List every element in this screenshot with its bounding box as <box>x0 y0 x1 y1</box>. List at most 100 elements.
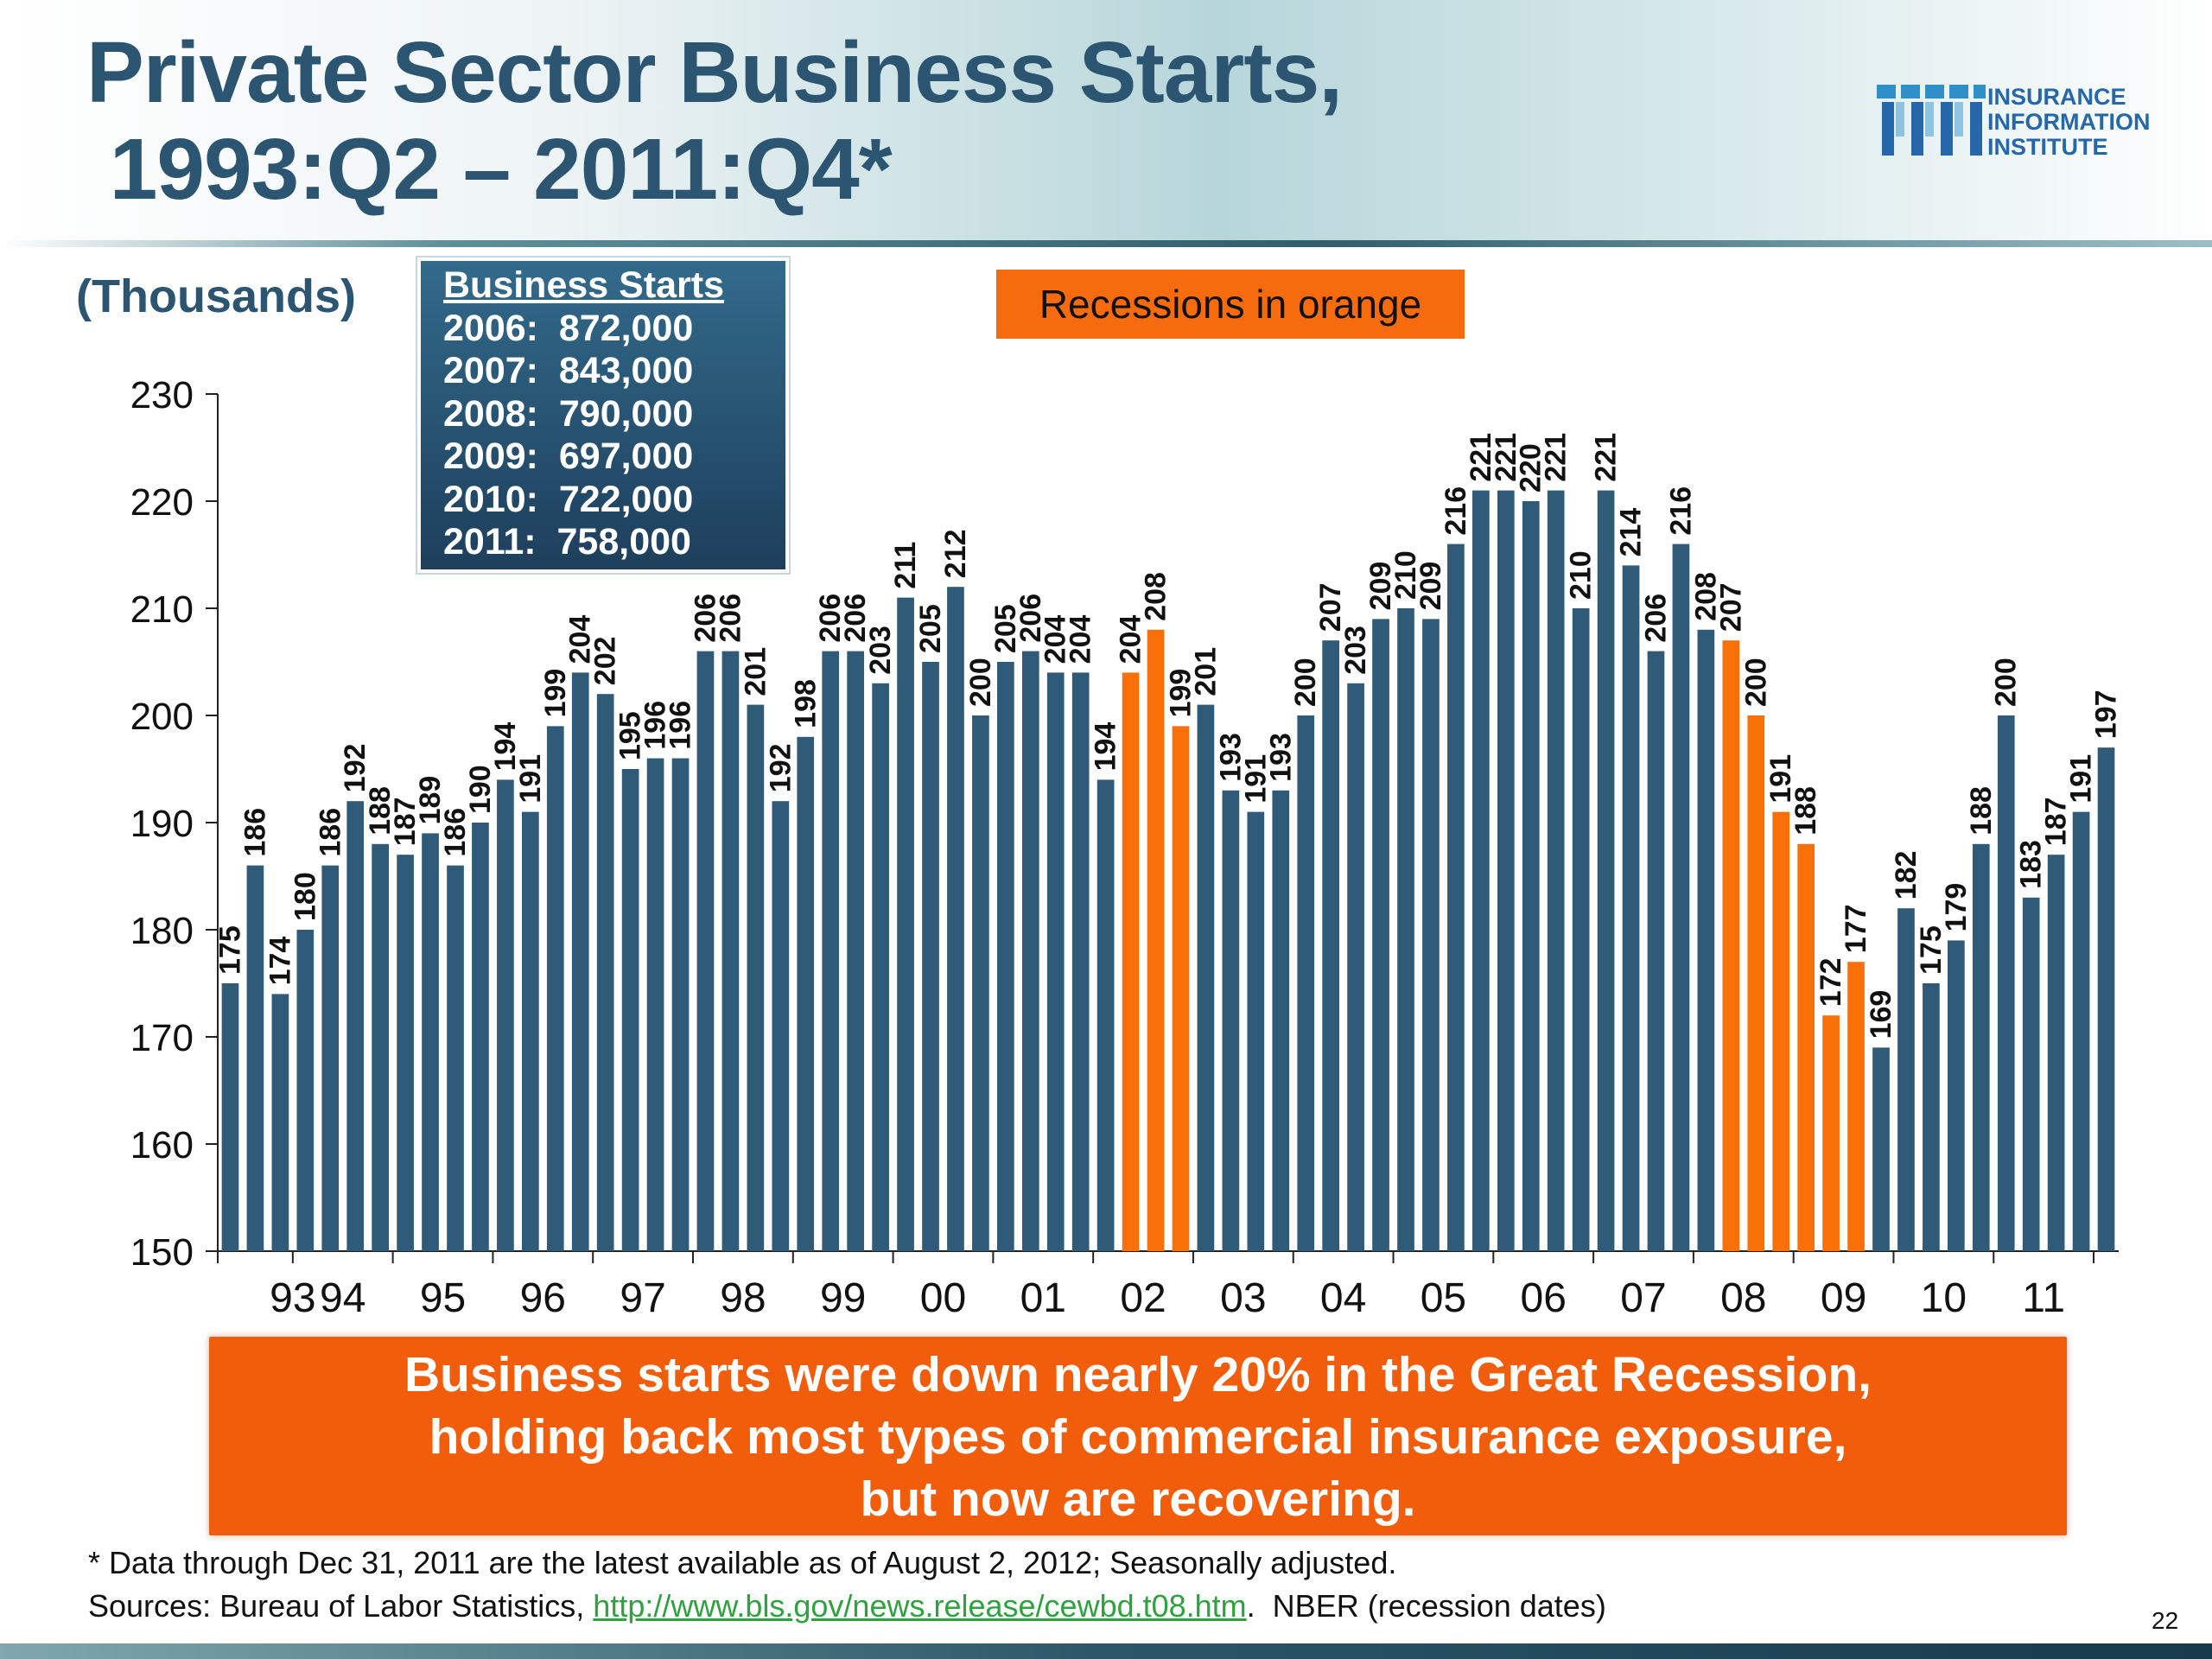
sources-line: Sources: Bureau of Labor Statistics, htt… <box>88 1588 1606 1624</box>
bar-value-label: 204 <box>1065 615 1097 664</box>
bar-value-label: 201 <box>1189 647 1222 696</box>
bar <box>772 801 790 1251</box>
bar-value-label: 212 <box>939 529 972 578</box>
bar <box>1972 843 1990 1251</box>
bar-value-label: 207 <box>1314 582 1347 632</box>
bar <box>397 855 414 1251</box>
callout-line: holding back most types of commercial in… <box>429 1409 1847 1465</box>
bar <box>621 769 639 1251</box>
bar <box>321 865 340 1251</box>
business-starts-row: 2010: 722,000 <box>443 478 694 520</box>
bar-value-label: 205 <box>989 604 1022 653</box>
bar <box>1822 1015 1840 1251</box>
bar-value-label: 206 <box>814 594 847 643</box>
bar <box>1797 843 1815 1251</box>
bar-value-label: 193 <box>1264 733 1297 782</box>
bar <box>797 736 815 1251</box>
bar <box>1197 704 1215 1251</box>
bar <box>1372 619 1389 1251</box>
bar <box>1872 1047 1890 1251</box>
business-starts-row: 2007: 843,000 <box>443 350 694 391</box>
bar <box>596 694 614 1251</box>
x-tick-label: 07 <box>1620 1275 1666 1321</box>
iii-logo-icon <box>1877 85 1986 156</box>
bar-value-label: 194 <box>489 722 522 772</box>
bar <box>997 662 1014 1251</box>
callout-line: but now are recovering. <box>860 1471 1416 1527</box>
y-tick-label: 230 <box>130 374 194 416</box>
bar <box>497 779 514 1251</box>
bar <box>447 865 464 1251</box>
bar-value-label: 177 <box>1840 904 1872 953</box>
bar-value-label: 211 <box>889 542 922 589</box>
bar <box>1923 983 1940 1251</box>
bar-value-label: 209 <box>1414 562 1447 611</box>
bar <box>947 587 964 1251</box>
bar-value-label: 174 <box>264 937 296 986</box>
x-tick-label: 93 <box>270 1275 315 1321</box>
bar <box>1497 490 1515 1251</box>
footnote: * Data through Dec 31, 2011 are the late… <box>88 1545 1397 1580</box>
header-band <box>0 0 2212 246</box>
bar-value-label: 206 <box>689 594 721 643</box>
bar <box>1948 940 1965 1251</box>
header-divider <box>0 240 2212 247</box>
bar-value-label: 210 <box>1565 550 1598 600</box>
bar <box>897 597 914 1251</box>
sources-suffix: . NBER (recession dates) <box>1246 1588 1606 1624</box>
bar-value-label: 179 <box>1940 883 1973 932</box>
recession-legend: Recessions in orange <box>996 270 1465 339</box>
bar-value-label: 169 <box>1865 990 1897 1039</box>
bar-value-label: 204 <box>564 615 597 664</box>
x-tick-label: 08 <box>1720 1275 1766 1321</box>
bar-value-label: 193 <box>1214 733 1247 782</box>
bar <box>1772 811 1790 1251</box>
bar-value-label: 183 <box>2015 840 2048 889</box>
bar <box>1397 608 1414 1251</box>
key-takeaway-callout: Business starts were down nearly 20% in … <box>209 1337 2067 1535</box>
bar <box>472 823 489 1251</box>
bar-value-label: 205 <box>914 604 947 653</box>
bar-value-label: 195 <box>614 711 647 760</box>
bar-value-label: 206 <box>714 594 747 643</box>
bar-value-label: 196 <box>664 701 697 750</box>
bar-value-label: 200 <box>1739 658 1772 707</box>
bar <box>1472 490 1490 1251</box>
bar <box>522 811 539 1251</box>
bar <box>1272 790 1290 1251</box>
bar-value-label: 175 <box>1915 925 1948 975</box>
bar <box>822 651 840 1251</box>
bar <box>1122 672 1140 1251</box>
bar <box>246 865 264 1251</box>
bar-value-label: 206 <box>1014 594 1047 643</box>
bar-value-label: 207 <box>1714 582 1747 632</box>
bar <box>1297 715 1315 1251</box>
bar <box>922 662 939 1251</box>
bar-value-label: 192 <box>339 743 372 792</box>
bar <box>1572 608 1590 1251</box>
y-tick-label: 200 <box>130 696 194 738</box>
bar-value-label: 208 <box>1689 572 1722 621</box>
sources-prefix: Sources: Bureau of Labor Statistics, <box>88 1588 594 1624</box>
bls-source-link[interactable]: http://www.bls.gov/news.release/cewbd.t0… <box>593 1588 1247 1624</box>
bar-value-label: 187 <box>389 797 422 846</box>
x-tick-label: 00 <box>920 1275 966 1321</box>
bar-value-label: 206 <box>839 594 872 643</box>
bar-value-label: 191 <box>2065 754 2098 804</box>
x-tick-label: 96 <box>520 1275 566 1321</box>
bar-value-label: 191 <box>1239 754 1272 804</box>
bar <box>221 983 239 1251</box>
business-starts-row: 2008: 790,000 <box>443 392 694 435</box>
bar <box>1672 543 1690 1251</box>
bar <box>1547 490 1565 1251</box>
bar <box>972 715 989 1251</box>
callout-line: Business starts were down nearly 20% in … <box>404 1347 1872 1402</box>
x-tick-label: 97 <box>620 1275 665 1321</box>
x-tick-label: 99 <box>820 1275 866 1321</box>
bar <box>1897 908 1915 1251</box>
bar <box>1697 629 1715 1251</box>
bar-value-label: 194 <box>1090 722 1122 772</box>
bar <box>1071 672 1090 1251</box>
x-tick-label: 04 <box>1320 1275 1366 1321</box>
x-tick-label: 01 <box>1020 1275 1066 1321</box>
